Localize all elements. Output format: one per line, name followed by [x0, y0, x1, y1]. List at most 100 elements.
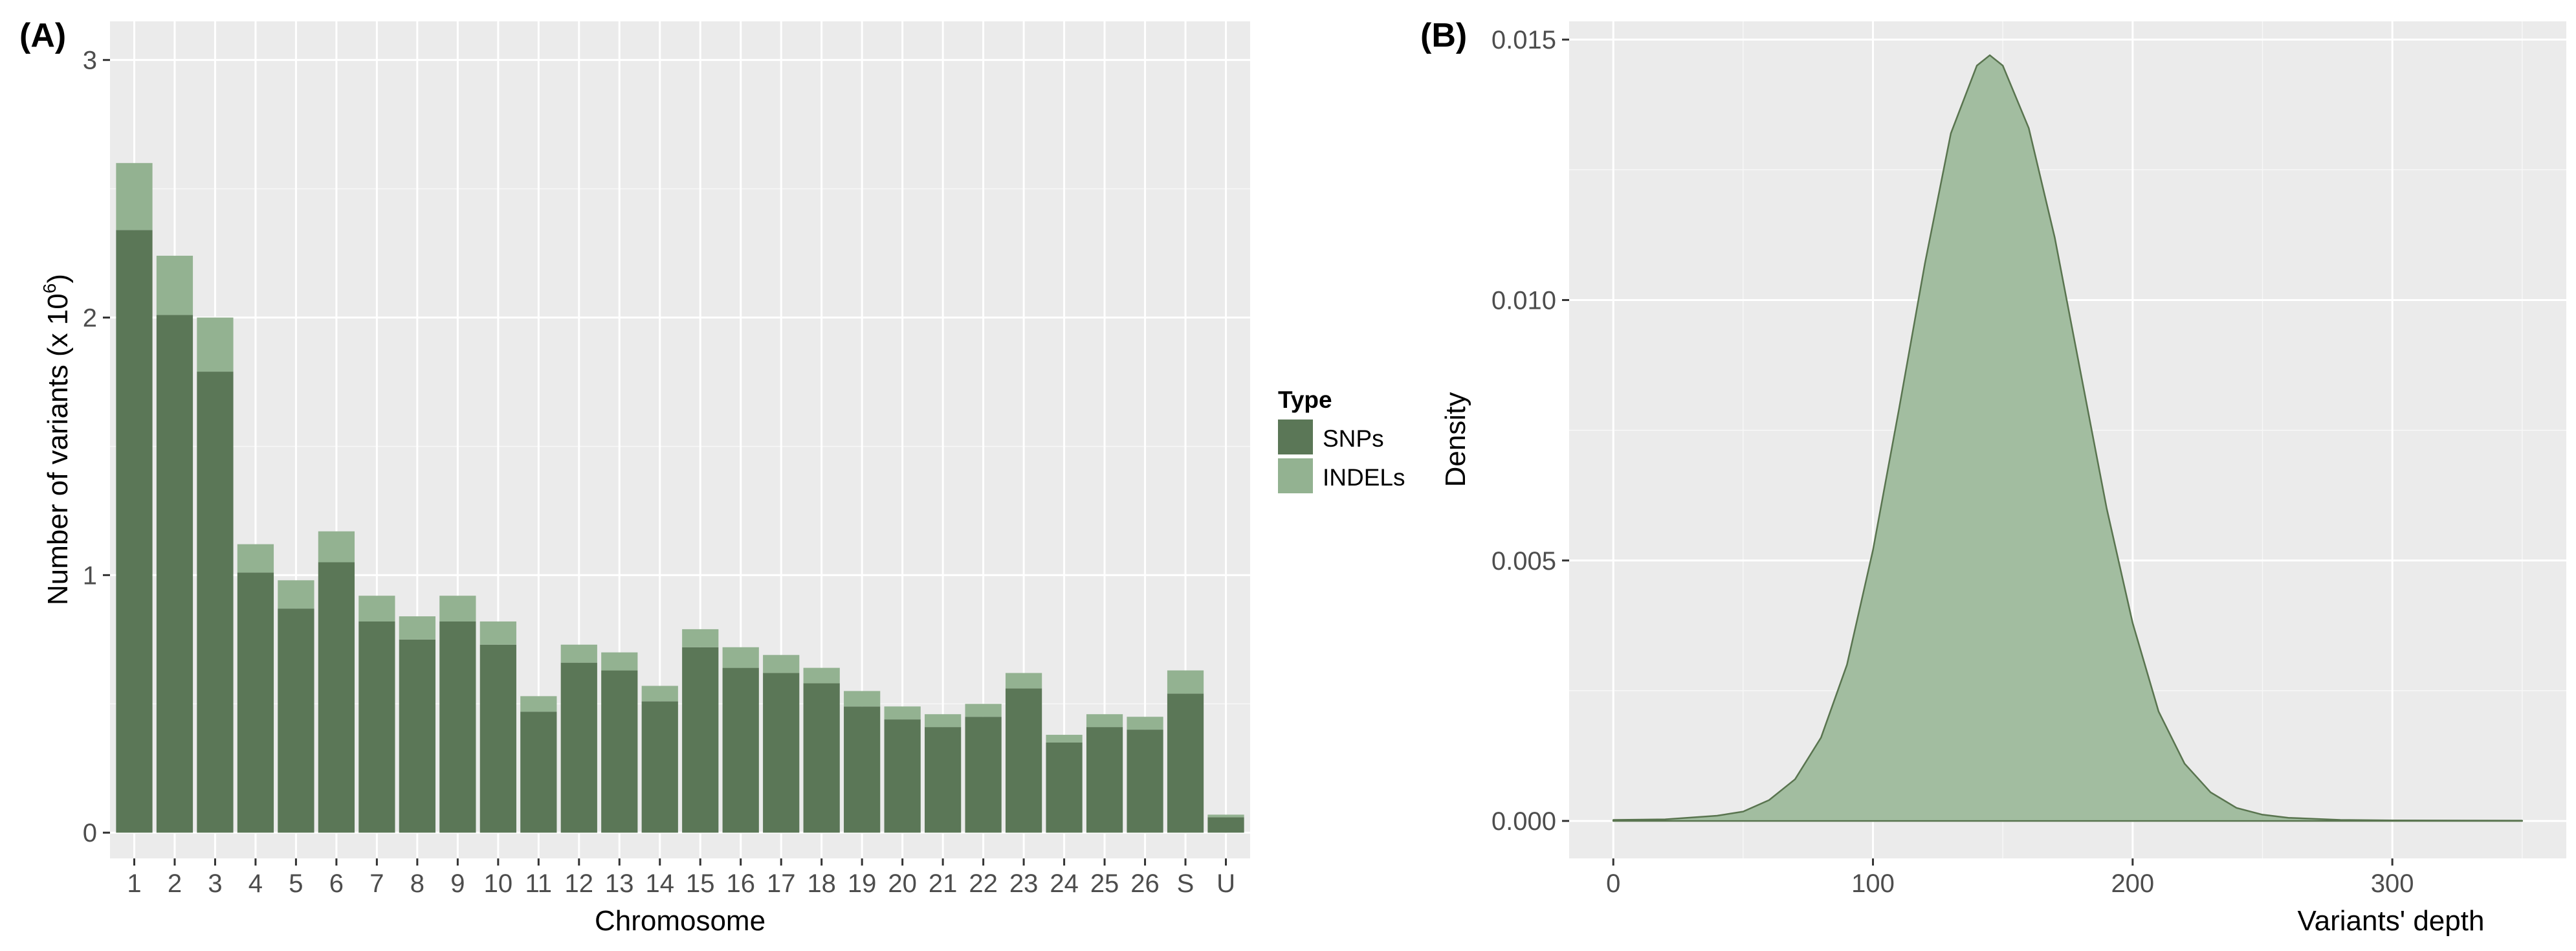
- x-tick-label: S: [1177, 869, 1194, 898]
- x-tick-label: 200: [2111, 869, 2154, 898]
- bar-indels-19: [844, 691, 881, 707]
- bar-snps-26: [1127, 730, 1163, 833]
- x-tick-label: 300: [2371, 869, 2414, 898]
- bar-snps-18: [803, 683, 840, 833]
- x-tick-label: 0: [1606, 869, 1620, 898]
- bar-indels-16: [722, 647, 759, 668]
- bar-snps-10: [479, 644, 516, 833]
- bar-snps-19: [844, 706, 881, 833]
- panel-a-y-ticks: 0 1 2 3: [83, 47, 110, 847]
- bar-snps-22: [965, 717, 1002, 833]
- bar-indels-10: [479, 621, 516, 645]
- y-tick-label: 2: [83, 304, 97, 333]
- bar-snps-5: [278, 609, 314, 833]
- x-tick-label: 8: [410, 869, 424, 898]
- panel-a-x-axis-title: Chromosome: [595, 905, 765, 937]
- bar-indels-3: [197, 317, 234, 372]
- bar-snps-16: [722, 667, 759, 833]
- x-tick-label: 100: [1851, 869, 1895, 898]
- x-tick-label: 24: [1050, 869, 1079, 898]
- bar-indels-14: [641, 686, 678, 702]
- x-tick-label: 23: [1009, 869, 1039, 898]
- x-tick-label: 4: [248, 869, 263, 898]
- panel-a-bars: [116, 162, 1244, 833]
- bar-snps-3: [197, 372, 234, 833]
- bar-snps-S: [1167, 693, 1204, 833]
- x-tick-label: 14: [646, 869, 675, 898]
- bar-snps-7: [358, 621, 395, 833]
- x-tick-label: 21: [929, 869, 958, 898]
- y-title-end: ): [42, 274, 74, 284]
- bar-indels-21: [925, 714, 962, 728]
- bar-snps-21: [925, 727, 962, 833]
- bar-snps-12: [560, 662, 597, 833]
- bar-snps-24: [1046, 742, 1083, 833]
- bar-indels-9: [439, 596, 476, 621]
- bar-indels-17: [763, 655, 800, 673]
- legend-swatch-indels: [1278, 458, 1313, 493]
- y-tick-label: 0.015: [1492, 26, 1556, 54]
- x-tick-label: 22: [969, 869, 998, 898]
- legend: Type SNPs INDELs: [1278, 386, 1405, 493]
- x-tick-label: 15: [686, 869, 715, 898]
- legend-label-indels: INDELs: [1323, 464, 1405, 491]
- legend-label-snps: SNPs: [1323, 425, 1384, 452]
- bar-indels-13: [601, 652, 638, 671]
- panel-b-x-axis-title: Variants' depth: [2298, 905, 2485, 937]
- bar-indels-12: [560, 644, 597, 663]
- bar-snps-14: [641, 701, 678, 833]
- bar-indels-1: [116, 162, 153, 230]
- x-tick-label: 11: [525, 869, 553, 898]
- bar-snps-17: [763, 673, 800, 833]
- bar-snps-4: [237, 572, 274, 833]
- panel-b-y-ticks: 0.000 0.005 0.010 0.015: [1492, 26, 1569, 836]
- y-tick-label: 0: [83, 819, 97, 847]
- bar-indels-22: [965, 704, 1002, 717]
- x-tick-label: 19: [848, 869, 877, 898]
- bar-indels-4: [237, 544, 274, 573]
- bar-indels-15: [682, 629, 719, 647]
- x-tick-label: 12: [565, 869, 594, 898]
- y-tick-label: 1: [83, 561, 97, 590]
- bar-indels-26: [1127, 717, 1163, 730]
- x-tick-label: 9: [450, 869, 465, 898]
- bar-indels-25: [1086, 714, 1123, 728]
- y-title-superscript: 6: [39, 284, 60, 294]
- bar-indels-2: [156, 256, 193, 315]
- x-tick-label: 7: [369, 869, 384, 898]
- bar-snps-11: [520, 711, 557, 833]
- legend-swatch-snps: [1278, 420, 1313, 454]
- bar-indels-8: [399, 616, 435, 640]
- bar-indels-6: [318, 531, 355, 563]
- bar-snps-20: [884, 719, 921, 833]
- bar-indels-18: [803, 667, 840, 684]
- density-area: [1612, 54, 2524, 822]
- bar-indels-24: [1046, 735, 1083, 743]
- x-tick-label: 18: [807, 869, 836, 898]
- x-tick-label: 5: [289, 869, 303, 898]
- panel-b-x-ticks: 0 100 200 300: [1606, 858, 2414, 898]
- bar-snps-23: [1005, 688, 1042, 833]
- y-tick-label: 3: [83, 47, 97, 75]
- x-tick-label: 13: [605, 869, 634, 898]
- bar-snps-U: [1207, 817, 1244, 833]
- bar-indels-7: [358, 596, 395, 621]
- bar-indels-20: [884, 706, 921, 720]
- bar-indels-S: [1167, 670, 1204, 694]
- x-tick-label: 2: [168, 869, 182, 898]
- x-tick-label: 26: [1130, 869, 1160, 898]
- bar-snps-1: [116, 230, 153, 833]
- panel-a-letter: (A): [19, 17, 66, 54]
- y-title-main: Number of variants (x 10: [42, 293, 74, 605]
- bar-indels-11: [520, 696, 557, 712]
- panel-b-letter: (B): [1420, 17, 1467, 54]
- panel-a-y-axis-title: Number of variants (x 106): [39, 274, 74, 605]
- bar-indels-U: [1207, 814, 1244, 818]
- x-tick-label: 16: [726, 869, 755, 898]
- x-tick-label: 25: [1090, 869, 1119, 898]
- legend-title: Type: [1278, 386, 1332, 413]
- bar-snps-25: [1086, 727, 1123, 833]
- y-tick-label: 0.005: [1492, 547, 1556, 576]
